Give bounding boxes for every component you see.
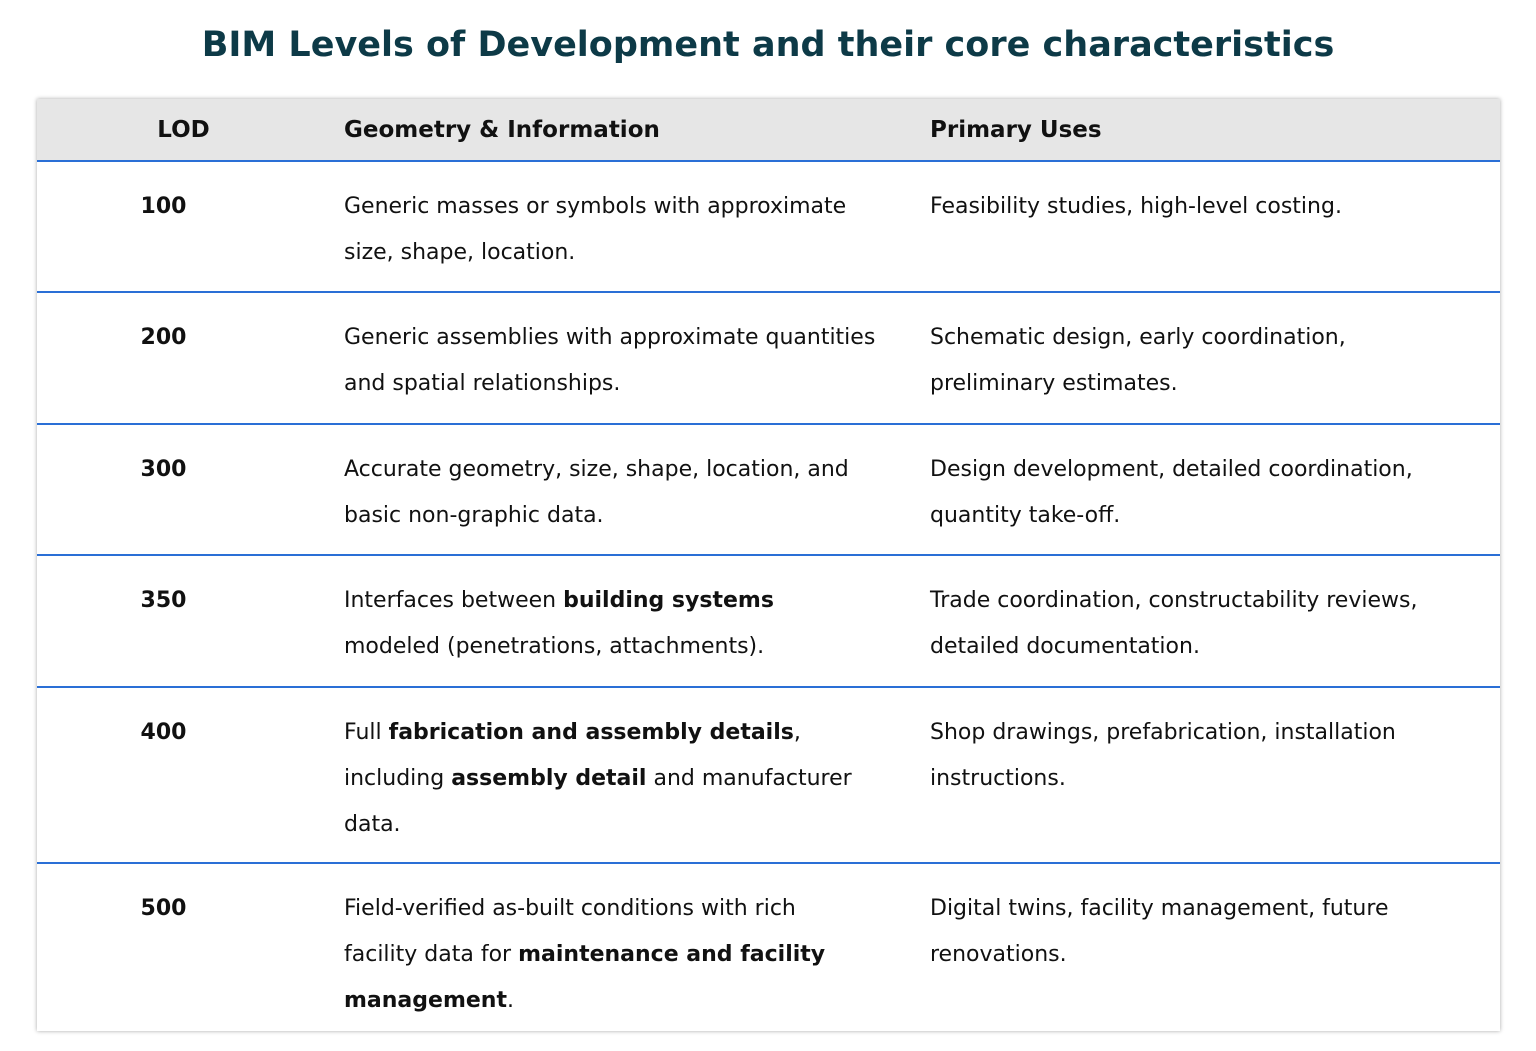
text-run: Interfaces between <box>344 588 564 613</box>
geometry-cell: Interfaces between building systems mode… <box>330 555 916 688</box>
text-run: Full <box>344 720 389 745</box>
text-run: Generic masses or symbols with approxima… <box>344 194 847 265</box>
text-run: Generic assemblies with approximate quan… <box>344 325 876 396</box>
table-row: 100 Generic masses or symbols with approx… <box>37 161 1500 293</box>
geometry-cell: Accurate geometry, size, shape, location… <box>330 424 916 556</box>
text-run: Feasibility studies, high-level costing. <box>930 194 1342 219</box>
uses-cell: Trade coordination, constructability rev… <box>916 555 1500 688</box>
uses-cell: Feasibility studies, high-level costing. <box>916 161 1500 293</box>
table-row: 300 Accurate geometry, size, shape, locat… <box>37 424 1500 556</box>
uses-cell: Digital twins, facility management, futu… <box>916 863 1500 1031</box>
text-run: maintenance and facility management <box>344 942 826 1013</box>
header-cell: Primary Uses <box>916 99 1500 162</box>
lod-cell: 400 <box>37 687 330 864</box>
header-cell: Geometry & Information <box>330 99 916 162</box>
lod-cell: 300 <box>37 424 330 556</box>
text-run: assembly detail <box>451 766 647 791</box>
text-run: Digital twins, facility management, futu… <box>930 896 1389 967</box>
text-run: , including <box>344 720 801 791</box>
text-run: Trade coordination, constructability rev… <box>930 588 1418 659</box>
uses-cell: Shop drawings, prefabrication, installat… <box>916 687 1500 864</box>
text-run: Accurate geometry, size, shape, location… <box>344 457 849 528</box>
geometry-cell: Field-verified as-built conditions with … <box>330 863 916 1031</box>
uses-cell: Schematic design, early coordination, pr… <box>916 292 1500 425</box>
text-run: Field-verified as-built conditions with … <box>344 896 796 967</box>
table-row: 500 Field-verified as-built conditions wi… <box>37 863 1500 1031</box>
text-run: . <box>506 988 514 1013</box>
geometry-cell: Generic assemblies with approximate quan… <box>330 292 916 425</box>
header-row: LOD Geometry & Information Primary Uses <box>37 99 1500 162</box>
header-cell: LOD <box>37 99 330 162</box>
uses-cell: Design development, detailed coordinatio… <box>916 424 1500 556</box>
lod-cell: 100 <box>37 161 330 293</box>
geometry-cell: Full fabrication and assembly details, i… <box>330 687 916 864</box>
lod-cell: 500 <box>140 896 187 921</box>
lod-cell: 200 <box>37 292 330 425</box>
page-title: BIM Levels of Development and their core… <box>201 25 1335 65</box>
lod-table: LOD Geometry & Information Primary Uses … <box>37 99 1500 1031</box>
text-run: modeled (penetrations, attachments). <box>344 634 765 659</box>
table-row: 200 Generic assemblies with approximate q… <box>37 292 1500 425</box>
text-run: Schematic design, early coordination, pr… <box>930 325 1346 396</box>
geometry-cell: Generic masses or symbols with approxima… <box>330 161 916 293</box>
text-run: fabrication and assembly details <box>388 720 794 745</box>
table-row: 400 Full fabrication and assembly details… <box>37 687 1500 864</box>
text-run: building systems <box>563 588 774 613</box>
lod-cell: 350 <box>37 555 330 688</box>
text-run: Design development, detailed coordinatio… <box>930 457 1413 528</box>
table-row: 350 Interfaces between building systems m… <box>37 555 1500 688</box>
text-run: Shop drawings, prefabrication, installat… <box>930 720 1396 791</box>
text-run: and manufacturer data. <box>344 766 852 837</box>
